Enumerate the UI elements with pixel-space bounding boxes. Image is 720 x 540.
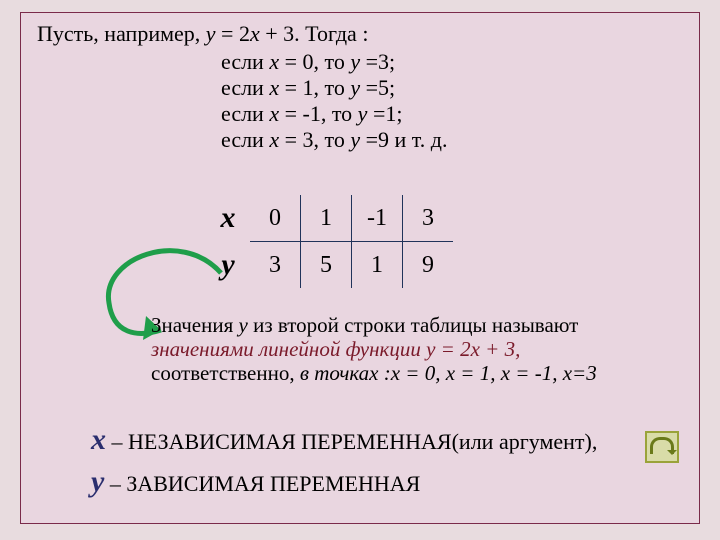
case-pre: если	[221, 101, 269, 126]
case-post: =1;	[367, 101, 402, 126]
values-table: x 0 1 -1 3 y 3 5 1 9	[206, 195, 453, 288]
table-cell: 3	[403, 195, 454, 242]
case-y: y	[350, 49, 360, 74]
case-mid: = 1, то	[279, 75, 350, 100]
case-x: x	[269, 127, 279, 152]
term-dependent: ЗАВИСИМАЯ ПЕРЕМЕННАЯ	[126, 471, 420, 496]
case-line: если x = 1, то y =5;	[221, 75, 447, 101]
para-text: Значения	[151, 313, 239, 337]
table-cell: 1	[301, 195, 352, 242]
case-mid: = 0, то	[279, 49, 350, 74]
case-line: если x = -1, то y =1;	[221, 101, 447, 127]
table-row: y 3 5 1 9	[206, 242, 453, 289]
case-line: если x = 0, то y =3;	[221, 49, 447, 75]
eq-mid: = 2	[216, 21, 250, 46]
var-x: x	[250, 21, 260, 46]
para-text: соответственно,	[151, 361, 300, 385]
row-header-y: y	[206, 242, 250, 289]
content-panel: Пусть, например, y = 2x + 3. Тогда : есл…	[20, 12, 700, 524]
case-mid: = 3, то	[279, 127, 350, 152]
term-independent: НЕЗАВИСИМАЯ ПЕРЕМЕННАЯ	[128, 429, 452, 454]
table-row: x 0 1 -1 3	[206, 195, 453, 242]
definition-x: x – НЕЗАВИСИМАЯ ПЕРЕМЕННАЯ(или аргумент)…	[91, 423, 597, 457]
intro-line: Пусть, например, y = 2x + 3. Тогда :	[37, 21, 368, 47]
definition-y: y – ЗАВИСИМАЯ ПЕРЕМЕННАЯ	[91, 465, 420, 499]
intro-text-2: Тогда :	[305, 21, 368, 46]
case-y: y	[350, 127, 360, 152]
case-post: =5;	[360, 75, 395, 100]
case-line: если x = 3, то y =9 и т. д.	[221, 127, 447, 153]
row-header-x: x	[206, 195, 250, 242]
para-y: y	[239, 313, 248, 337]
eq-rhs: + 3.	[260, 21, 305, 46]
dash: –	[106, 429, 128, 454]
case-pre: если	[221, 49, 269, 74]
case-post: =9 и т. д.	[360, 127, 447, 152]
case-post: =3;	[360, 49, 395, 74]
para-emphasis: значениями линейной функции y = 2x + 3,	[151, 337, 520, 361]
table-cell: 5	[301, 242, 352, 289]
return-button[interactable]	[645, 431, 679, 463]
table-cell: 9	[403, 242, 454, 289]
para-text: из второй строки таблицы называют	[248, 313, 579, 337]
table-cell: 1	[352, 242, 403, 289]
case-x: x	[269, 101, 279, 126]
table-cell: 0	[250, 195, 301, 242]
nav-controls	[645, 431, 679, 463]
var-y-big: y	[91, 465, 104, 498]
para-points: в точках :x = 0, x = 1, x = -1, x=3	[300, 361, 597, 385]
cases-block: если x = 0, то y =3; если x = 1, то y =5…	[221, 49, 447, 153]
case-pre: если	[221, 75, 269, 100]
case-x: x	[269, 75, 279, 100]
var-y: y	[206, 21, 216, 46]
table-cell: -1	[352, 195, 403, 242]
case-mid: = -1, то	[279, 101, 358, 126]
var-x-big: x	[91, 423, 106, 456]
case-x: x	[269, 49, 279, 74]
case-pre: если	[221, 127, 269, 152]
dash: –	[104, 471, 126, 496]
case-y: y	[358, 101, 368, 126]
case-y: y	[350, 75, 360, 100]
explanation-paragraph: Значения y из второй строки таблицы назы…	[151, 313, 681, 385]
u-turn-icon	[650, 437, 674, 454]
intro-text-1: Пусть, например,	[37, 21, 206, 46]
table-cell: 3	[250, 242, 301, 289]
tail: (или аргумент),	[452, 429, 598, 454]
